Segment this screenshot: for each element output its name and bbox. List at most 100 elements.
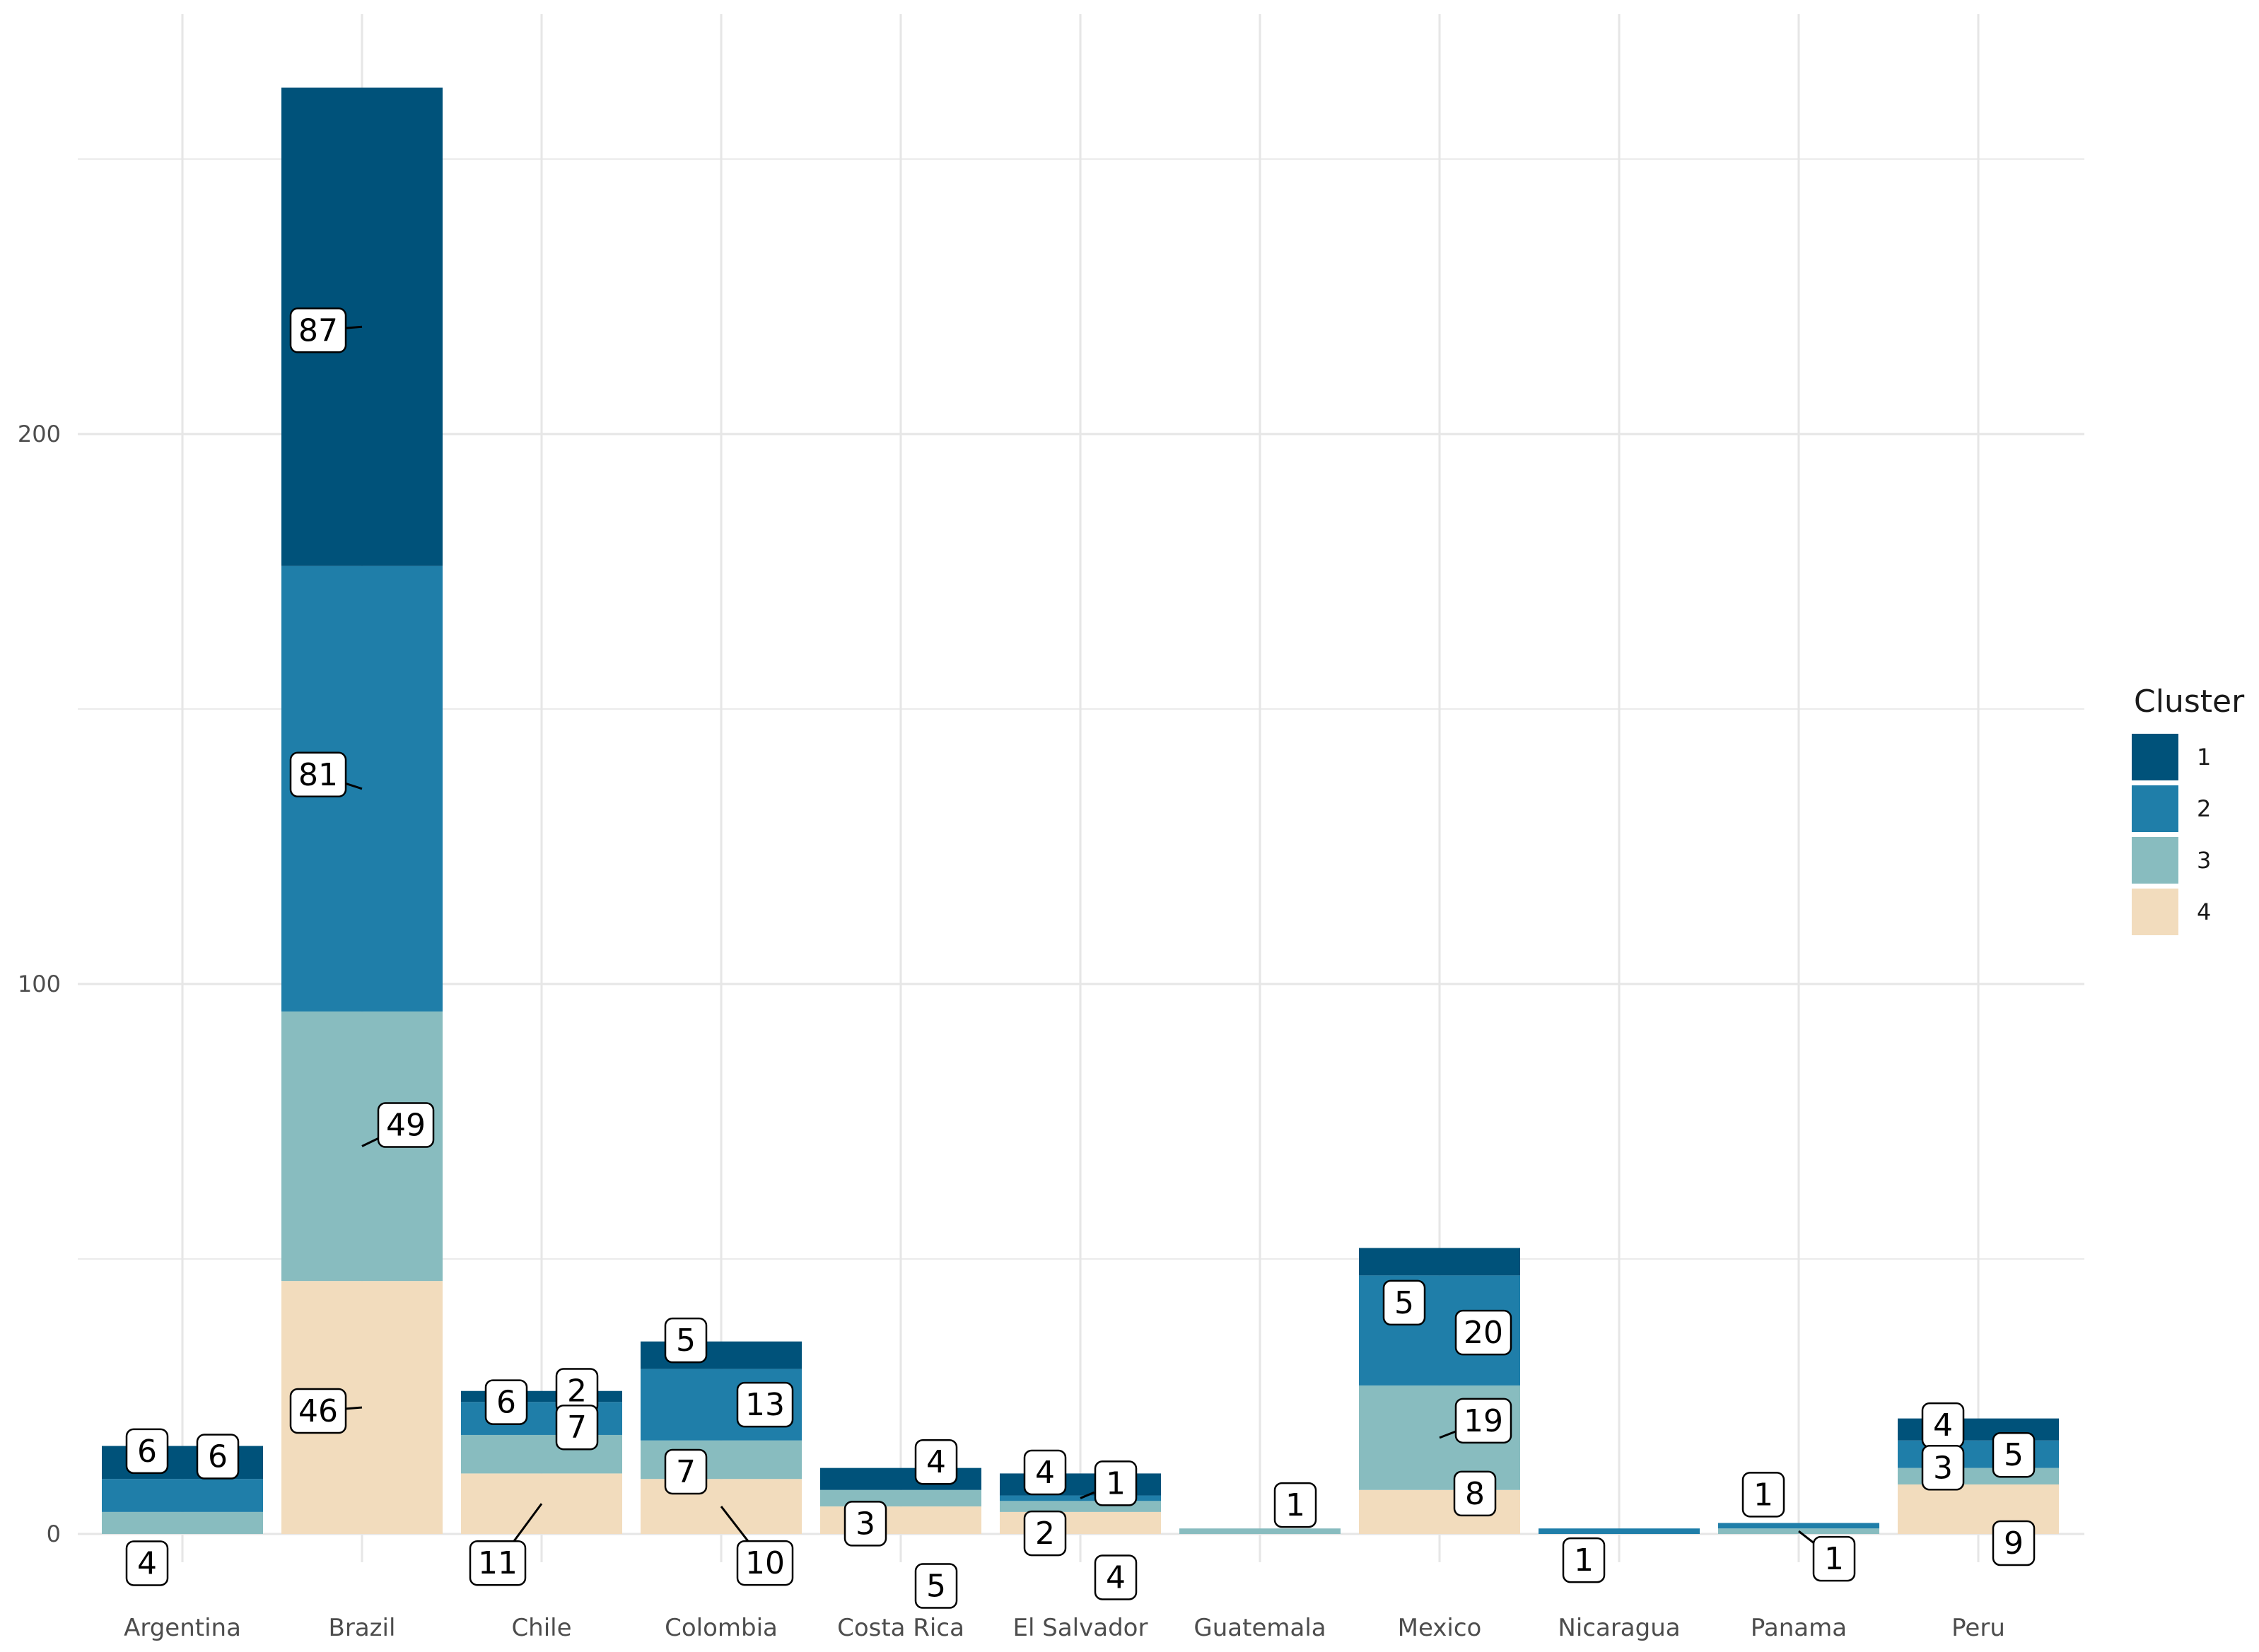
data-label-box [555, 1404, 599, 1451]
data-label-text: 49 [386, 1108, 426, 1144]
data-label-text: 81 [298, 757, 338, 793]
data-label-text: 4 [1933, 1407, 1953, 1443]
data-label-text: 8 [1465, 1476, 1485, 1512]
label-chile-cluster-4: 11 [469, 1540, 527, 1586]
data-label-box [914, 1563, 958, 1609]
data-label-text: 6 [208, 1439, 228, 1475]
label-mexico-cluster-4: 8 [1453, 1470, 1497, 1517]
label-argentina-cluster-2: 6 [196, 1434, 240, 1480]
label-el-salvador-cluster-3: 2 [1023, 1510, 1067, 1557]
bar-panama-cluster-3 [1718, 1528, 1879, 1534]
data-label-text: 5 [1394, 1285, 1414, 1321]
label-el-salvador-cluster-1: 4 [1023, 1449, 1067, 1496]
label-panama-cluster-3: 1 [1812, 1535, 1856, 1582]
data-label-box [1454, 1309, 1512, 1356]
label-leader-lines [341, 325, 1816, 1545]
label-mexico-cluster-1: 5 [1382, 1279, 1426, 1326]
data-label-box [125, 1428, 169, 1475]
legend-key-cluster-4 [2132, 889, 2178, 935]
data-label-text: 3 [856, 1506, 875, 1542]
data-label-text: 5 [2004, 1437, 2024, 1473]
data-label-text: 46 [298, 1393, 338, 1429]
y-tick-label: 100 [18, 971, 61, 997]
data-label-box [914, 1439, 958, 1485]
leader-line-chile-cluster-4 [511, 1503, 543, 1544]
data-label-box [1741, 1472, 1785, 1518]
y-tick-label: 200 [18, 421, 61, 447]
data-label-text: 13 [745, 1387, 785, 1423]
label-argentina-cluster-3: 4 [125, 1540, 169, 1586]
data-label-box [469, 1540, 527, 1586]
label-colombia-cluster-2: 13 [736, 1381, 794, 1428]
data-label-text: 1 [1106, 1465, 1126, 1501]
label-brazil-cluster-3: 49 [377, 1102, 435, 1148]
data-label-text: 5 [676, 1323, 696, 1359]
data-label-box [664, 1317, 708, 1364]
label-colombia-cluster-4: 10 [736, 1540, 794, 1586]
leader-line-panama-cluster-3 [1798, 1530, 1816, 1545]
data-label-text: 1 [1285, 1487, 1305, 1523]
x-tick-label-peru: Peru [1951, 1614, 2005, 1642]
label-costa-rica-cluster-1: 4 [914, 1439, 958, 1485]
data-label-text: 1 [1824, 1541, 1844, 1577]
data-label-text: 6 [137, 1434, 157, 1470]
x-tick-label-costa-rica: Costa Rica [837, 1614, 964, 1642]
label-chile-cluster-2: 6 [484, 1379, 528, 1425]
data-label-box [1992, 1520, 2036, 1566]
label-chile-cluster-1: 2 [555, 1368, 599, 1414]
data-label-box [1273, 1482, 1317, 1528]
data-label-box [1812, 1535, 1856, 1582]
label-nicaragua-cluster-2: 1 [1562, 1537, 1606, 1583]
data-label-box [1382, 1279, 1426, 1326]
data-label-box [289, 307, 347, 353]
data-label-text: 20 [1464, 1315, 1503, 1351]
legend-key-cluster-2 [2132, 785, 2178, 832]
data-label-box [1023, 1449, 1067, 1496]
x-tick-label-colombia: Colombia [665, 1614, 778, 1642]
bar-argentina-cluster-2 [102, 1479, 263, 1512]
legend-key-cluster-3 [2132, 837, 2178, 884]
data-label-box [664, 1448, 708, 1495]
data-label-box [1023, 1510, 1067, 1557]
x-axis-ticks: Argentina Brazil Chile Colombia Costa Rica El… [124, 1614, 2005, 1642]
data-label-box [1562, 1537, 1606, 1583]
data-label-text: 19 [1464, 1403, 1503, 1439]
data-label-text: 87 [298, 312, 338, 348]
data-label-box [1921, 1445, 1965, 1491]
x-tick-label-mexico: Mexico [1398, 1614, 1482, 1642]
x-tick-label-panama: Panama [1751, 1614, 1847, 1642]
label-brazil-cluster-4: 46 [289, 1388, 347, 1434]
x-tick-label-chile: Chile [511, 1614, 571, 1642]
data-label-text: 2 [1035, 1516, 1055, 1552]
data-label-text: 2 [567, 1373, 587, 1410]
legend-label-cluster-1: 1 [2197, 744, 2211, 771]
data-label-box [484, 1379, 528, 1425]
x-tick-label-guatemala: Guatemala [1193, 1614, 1326, 1642]
y-tick-label: 0 [47, 1521, 61, 1547]
data-label-text: 1 [1574, 1542, 1594, 1578]
label-panama-cluster-2: 1 [1741, 1472, 1785, 1518]
label-brazil-cluster-1: 87 [289, 307, 347, 353]
data-label-box [125, 1540, 169, 1586]
legend-key-cluster-1 [2132, 734, 2178, 780]
data-label-box [844, 1501, 887, 1547]
bar-nicaragua-cluster-2 [1539, 1528, 1700, 1534]
legend-label-cluster-2: 2 [2197, 795, 2211, 822]
label-el-salvador-cluster-4: 4 [1094, 1554, 1138, 1600]
label-colombia-cluster-3: 7 [664, 1448, 708, 1495]
data-label-text: 1 [1753, 1477, 1773, 1513]
label-guatemala-cluster-3: 1 [1273, 1482, 1317, 1528]
bar-guatemala-cluster-3 [1179, 1528, 1341, 1534]
bar-el-salvador-cluster-3 [1000, 1501, 1161, 1512]
legend-title: Cluster [2134, 684, 2245, 720]
leader-line-colombia-cluster-4 [720, 1506, 751, 1545]
data-label-box [736, 1381, 794, 1428]
data-label-text: 5 [926, 1569, 946, 1605]
label-el-salvador-cluster-2: 1 [1094, 1460, 1138, 1506]
legend-label-cluster-3: 3 [2197, 847, 2211, 874]
label-peru-cluster-1: 4 [1921, 1402, 1965, 1448]
bar-costa-rica-cluster-3 [820, 1489, 981, 1507]
label-colombia-cluster-1: 5 [664, 1317, 708, 1364]
data-label-box [736, 1540, 794, 1586]
